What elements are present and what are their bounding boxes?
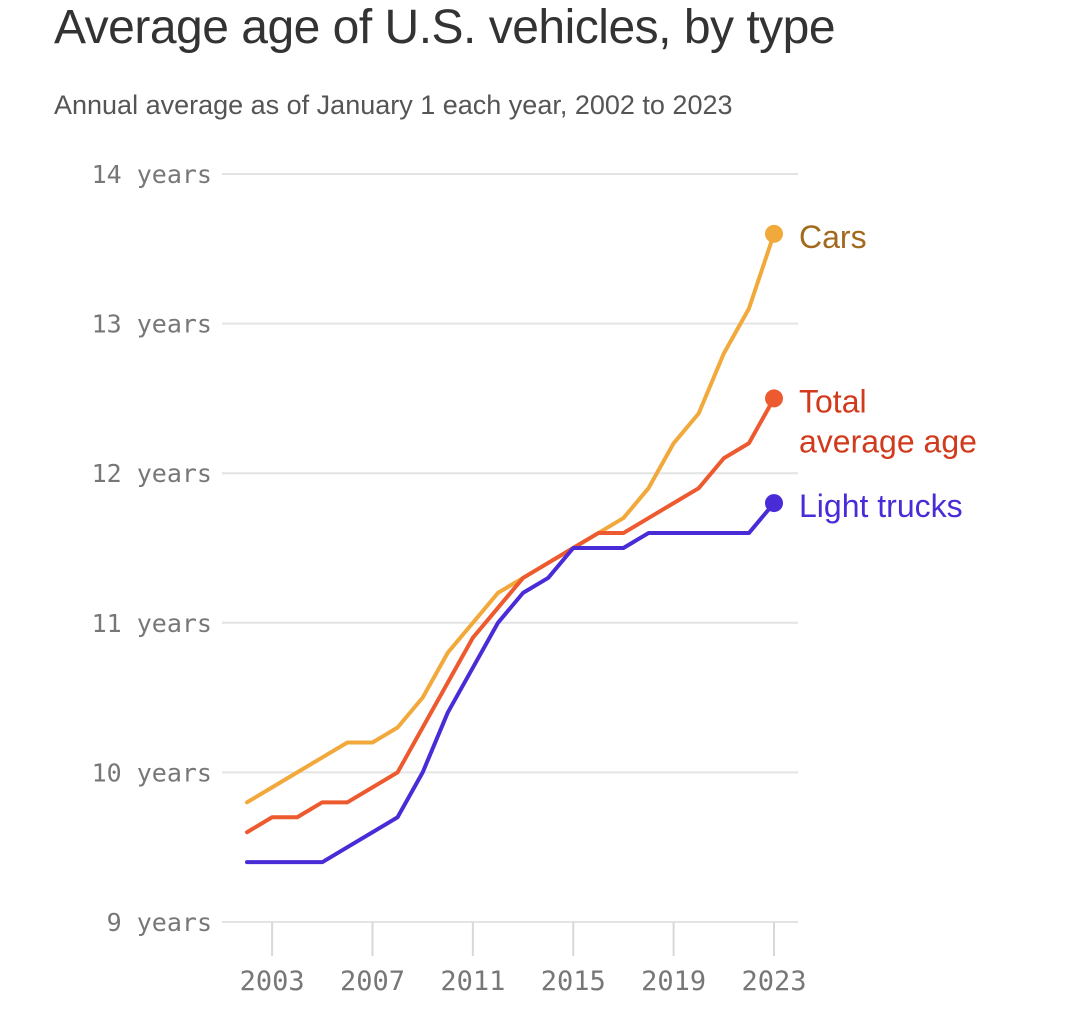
- series-end-marker: [765, 224, 783, 243]
- gridlines: [222, 173, 798, 923]
- y-tick-label: 12 years: [92, 459, 212, 488]
- series-line-cars: [245, 231, 776, 805]
- series-line-light-trucks: [245, 501, 776, 865]
- chart-subtitle: Annual average as of January 1 each year…: [54, 90, 733, 120]
- series-line-total-average-age: [245, 396, 776, 835]
- y-tick-label: 14 years: [92, 160, 212, 189]
- series-lines: [245, 224, 783, 865]
- series-label: Light trucks: [799, 488, 963, 524]
- series-end-marker: [765, 389, 783, 408]
- series-label: average age: [799, 423, 977, 459]
- series-end-marker: [765, 494, 783, 513]
- y-tick-label: 11 years: [92, 609, 212, 638]
- y-tick-label: 9 years: [107, 908, 212, 937]
- x-tick-label: 2015: [541, 966, 606, 997]
- series-labels: Cars Total average age Light trucks: [799, 219, 977, 524]
- x-tick-label: 2023: [741, 966, 806, 997]
- x-tick-label: 2011: [440, 966, 505, 997]
- chart-title: Average age of U.S. vehicles, by type: [54, 1, 836, 54]
- series-label: Cars: [799, 219, 867, 255]
- x-tick-label: 2003: [240, 966, 305, 997]
- series-label: Total: [799, 383, 867, 419]
- y-tick-label: 13 years: [92, 310, 212, 339]
- y-tick-label: 10 years: [92, 758, 212, 787]
- axes: 14 years 13 years 12 years 11 years 10 years…: [92, 160, 807, 997]
- x-tick-label: 2019: [641, 966, 706, 997]
- x-tick-label: 2007: [340, 966, 405, 997]
